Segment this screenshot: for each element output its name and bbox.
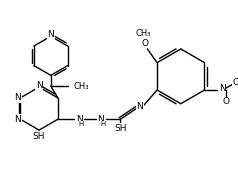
Text: N: N [76, 115, 83, 124]
Text: N: N [14, 93, 21, 102]
Text: N: N [97, 115, 104, 124]
Text: O: O [223, 97, 229, 106]
Text: N: N [219, 84, 225, 92]
Text: N: N [14, 115, 21, 124]
Text: O: O [142, 39, 149, 48]
Text: H: H [79, 121, 84, 127]
Text: N: N [136, 102, 143, 111]
Text: SH: SH [114, 124, 127, 133]
Text: H: H [100, 121, 105, 127]
Text: CH₃: CH₃ [73, 82, 89, 91]
Text: N: N [36, 81, 42, 90]
Text: O: O [232, 78, 238, 87]
Text: SH: SH [33, 132, 45, 141]
Text: N: N [47, 30, 54, 39]
Text: CH₃: CH₃ [136, 29, 151, 38]
